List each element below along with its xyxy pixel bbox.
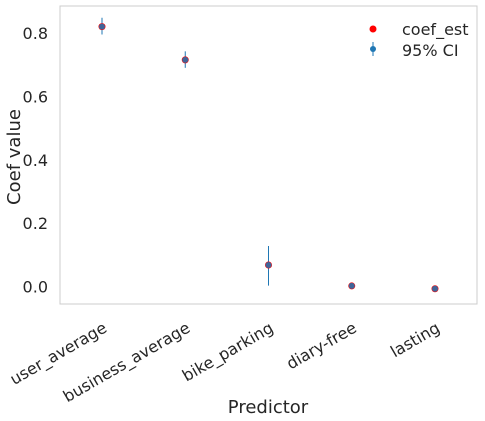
- ci-point-bike_parking: [265, 262, 272, 269]
- plot-frame: [59, 5, 478, 305]
- x-tick-label-bike_parking: bike_parking: [179, 318, 277, 386]
- ci-layer: [101, 17, 436, 291]
- legend: coef_est 95% CI: [369, 20, 469, 60]
- legend-ci-marker: [370, 46, 376, 52]
- legend-coef-est-marker: [369, 25, 377, 33]
- legend-ci-label: 95% CI: [402, 41, 459, 60]
- y-tick-label-0.0: 0.0: [23, 278, 48, 297]
- y-axis-title: Coef value: [4, 109, 25, 205]
- point-layer: [98, 23, 439, 293]
- y-tick-label-0.4: 0.4: [23, 151, 48, 170]
- y-tick-labels: 0.0 0.2 0.4 0.6 0.8: [23, 24, 48, 297]
- ci-point-user_average: [99, 23, 105, 30]
- y-tick-label-0.2: 0.2: [23, 214, 48, 233]
- legend-coef-est-label: coef_est: [402, 20, 469, 40]
- y-tick-label-0.8: 0.8: [23, 24, 48, 43]
- ci-point-lasting: [432, 285, 438, 292]
- x-tick-label-lasting: lasting: [387, 318, 443, 361]
- ci-point-diary-free: [348, 282, 355, 289]
- ci-point-business_average: [182, 56, 189, 63]
- y-tick-label-0.6: 0.6: [23, 87, 48, 106]
- x-tick-labels: user_averagebusiness_averagebike_parking…: [7, 318, 443, 407]
- x-tick-label-diary-free: diary-free: [283, 318, 360, 373]
- x-axis-title: Predictor: [228, 397, 309, 418]
